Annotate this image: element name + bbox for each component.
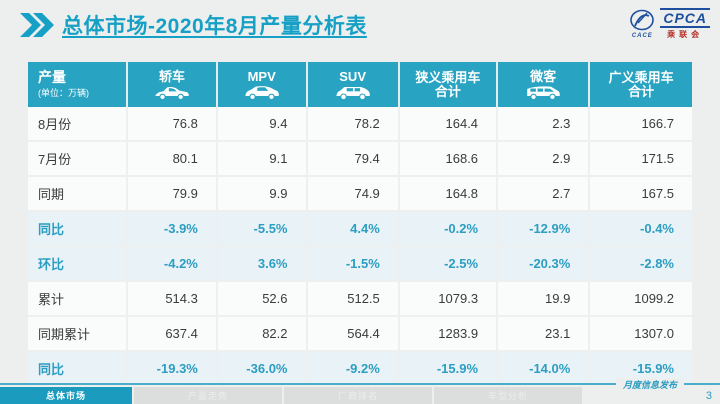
col-header-microvan: 微客 [498,62,591,107]
table-row-july: 7月份 80.1 9.1 79.4 168.6 2.9 171.5 [28,142,692,177]
cpca-logo-cn: 乘联会 [667,30,704,39]
col-header-mpv: MPV [217,62,308,107]
table-cell: -0.2% [399,212,499,247]
table-cell: 164.4 [399,107,499,142]
table-cell: 9.1 [217,142,308,177]
table-header-row: 产量 (单位：万辆) 轿车 MPV [28,62,692,107]
row-label: 同比 [28,352,129,387]
tab-model-analysis[interactable]: 车型分析 [434,387,582,404]
table-cell: -1.5% [307,247,400,282]
table-cell: -2.5% [399,247,499,282]
table-cell: 512.5 [307,282,400,317]
unit-title: 产量 [38,68,66,85]
row-label: 累计 [28,282,129,317]
table-row-same-period: 同期 79.9 9.9 74.9 164.8 2.7 167.5 [28,177,692,212]
unit-sub: (单位：万辆) [38,87,89,98]
table-cell: 9.4 [217,107,308,142]
col-header-sedan: 轿车 [128,62,218,107]
table-cell: 167.5 [590,177,692,212]
table-cell: 564.4 [307,317,400,352]
table-cell: 637.4 [128,317,218,352]
table-cell: -20.3% [498,247,591,282]
table-cell: -15.9% [399,352,499,387]
table-row-cumulative-yoy: 同比 -19.3% -36.0% -9.2% -15.9% -14.0% -15… [28,352,692,387]
cpca-emblem-text: CACE [631,33,653,39]
tab-overall-market[interactable]: 总体市场 [0,387,132,404]
sedan-icon [155,86,189,100]
page-title: 总体市场-2020年8月产量分析表 [62,15,367,38]
row-label: 同期累计 [28,317,129,352]
table-cell: -19.3% [128,352,218,387]
table-cell: -14.0% [498,352,591,387]
table-cell: 168.6 [399,142,499,177]
publication-label: 月度信息发布 [615,378,684,391]
slide-header: 总体市场-2020年8月产量分析表 [20,10,367,40]
cpca-logo-text: CPCA [660,8,710,28]
suv-icon [336,86,370,100]
table-cell: 79.9 [128,177,218,212]
microvan-icon [527,85,561,100]
table-cell: 9.9 [217,177,308,212]
row-label: 8月份 [28,107,129,142]
col-header-narrow-pv: 狭义乘用车 合计 [399,62,499,107]
page-number: 3 [705,390,712,402]
mpv-icon [245,85,279,100]
table-cell: 19.9 [498,282,591,317]
table-cell: -2.8% [590,247,692,282]
col-header-unit: 产量 (单位：万辆) [28,62,129,107]
table-cell: 1099.2 [590,282,692,317]
table-row-cumulative-same-period: 同期累计 637.4 82.2 564.4 1283.9 23.1 1307.0 [28,317,692,352]
row-label: 环比 [28,247,129,282]
table-cell: 80.1 [128,142,218,177]
table-cell: 2.7 [498,177,591,212]
table-row-august: 8月份 76.8 9.4 78.2 164.4 2.3 166.7 [28,107,692,142]
table-cell: 171.5 [590,142,692,177]
table-cell: 82.2 [217,317,308,352]
table-cell: -0.4% [590,212,692,247]
cpca-logo: CACE CPCA 乘联会 [628,8,710,40]
table-cell: 2.9 [498,142,591,177]
col-header-suv: SUV [307,62,400,107]
table-cell: -5.5% [217,212,308,247]
row-label: 同比 [28,212,129,247]
table-cell: 52.6 [217,282,308,317]
table-cell: 2.3 [498,107,591,142]
production-table: 产量 (单位：万辆) 轿车 MPV [28,62,692,387]
table-cell: -4.2% [128,247,218,282]
table-row-yoy: 同比 -3.9% -5.5% 4.4% -0.2% -12.9% -0.4% [28,212,692,247]
table-cell: 1307.0 [590,317,692,352]
table-cell: 166.7 [590,107,692,142]
col-header-broad-pv: 广义乘用车 合计 [590,62,692,107]
table-cell: -36.0% [217,352,308,387]
footer-tabs: 总体市场 产量走势 厂商排名 车型分析 [0,387,582,404]
double-chevron-icon [20,13,54,37]
table-cell: 514.3 [128,282,218,317]
table-cell: 1079.3 [399,282,499,317]
table-cell: 3.6% [217,247,308,282]
row-label: 同期 [28,177,129,212]
table-cell: 74.9 [307,177,400,212]
table-cell: -3.9% [128,212,218,247]
tab-manufacturer-ranking[interactable]: 厂商排名 [284,387,432,404]
table-cell: 76.8 [128,107,218,142]
table-cell: -9.2% [307,352,400,387]
cpca-emblem-icon: CACE [628,9,656,39]
table-cell: 4.4% [307,212,400,247]
tab-production-trend[interactable]: 产量走势 [134,387,282,404]
table-cell: -12.9% [498,212,591,247]
footer-divider [0,383,720,385]
table-cell: 1283.9 [399,317,499,352]
table-cell: 23.1 [498,317,591,352]
table-row-cumulative: 累计 514.3 52.6 512.5 1079.3 19.9 1099.2 [28,282,692,317]
table-row-mom: 环比 -4.2% 3.6% -1.5% -2.5% -20.3% -2.8% [28,247,692,282]
table-cell: 79.4 [307,142,400,177]
table-cell: 164.8 [399,177,499,212]
row-label: 7月份 [28,142,129,177]
table-cell: 78.2 [307,107,400,142]
